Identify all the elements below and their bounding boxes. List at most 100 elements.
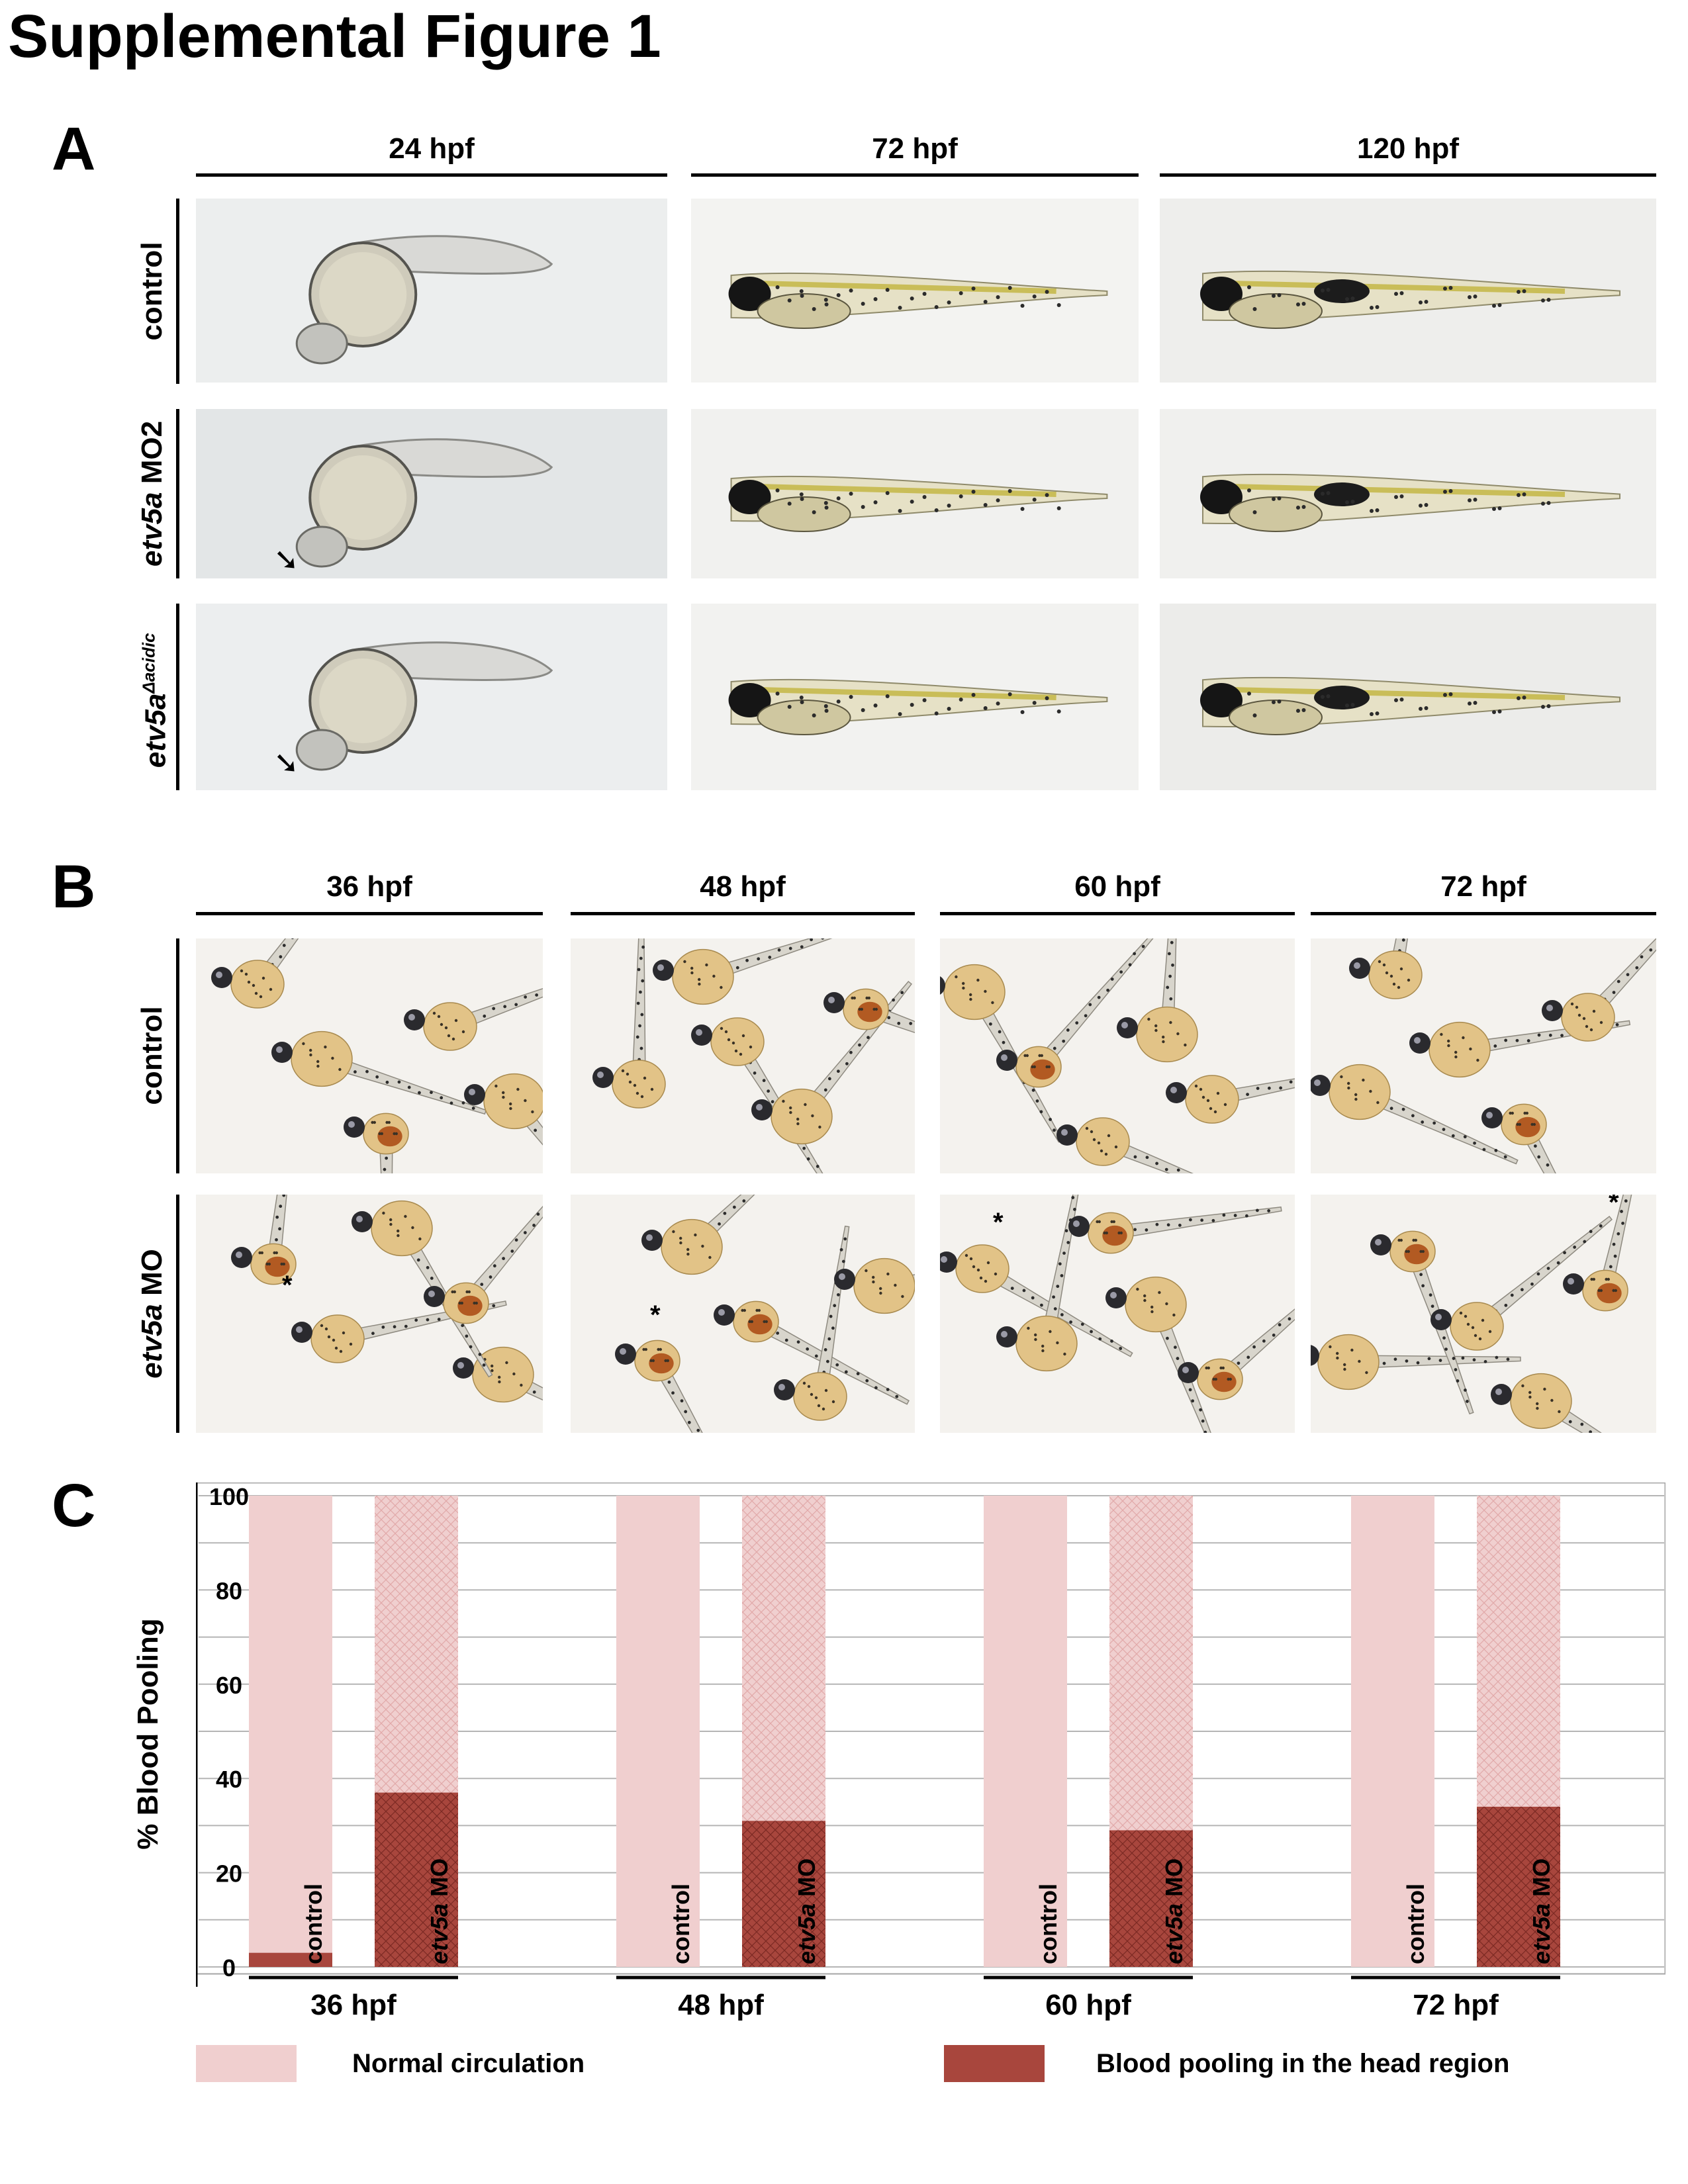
embryo-cluster-illustration: [211, 938, 543, 1173]
panel-a-photo-r3-c2: [691, 604, 1139, 790]
bar-normal-circulation: [375, 1496, 458, 1793]
y-tick-label: 0: [222, 1954, 236, 1981]
arrow-icon: ➘: [273, 745, 299, 780]
legend-swatch-pooling: [944, 2045, 1045, 2082]
panel-b-row-rule-2: [176, 1195, 179, 1433]
panel-b-photo-r1-c4: [1311, 938, 1656, 1173]
panel-a-row-rule-2: [176, 409, 179, 578]
panel-b-col-head-4: 72 hpf: [1440, 870, 1526, 903]
panel-a-col-head-3: 120 hpf: [1356, 132, 1460, 165]
bar-normal-circulation: [1351, 1496, 1434, 1967]
bar-label: control: [1402, 1884, 1429, 1964]
y-tick-label: 80: [216, 1577, 242, 1604]
panel-b-letter: B: [52, 853, 96, 921]
blood-pooling-asterisk: *: [993, 1208, 1004, 1237]
panel-b-photo-r1-c2: [571, 938, 915, 1173]
y-tick-label: 20: [216, 1860, 242, 1888]
panel-a-row-label-control: control: [136, 242, 168, 341]
y-tick-label: 60: [216, 1672, 242, 1699]
embryo-cluster-illustration: [1311, 938, 1656, 1173]
legend-swatch-normal: [196, 2045, 297, 2082]
embryo-cluster-illustration: *: [1311, 1195, 1656, 1433]
panel-a-row-rule-3: [176, 604, 179, 790]
embryo-illustration: [728, 272, 1108, 329]
bar-label: control: [300, 1884, 327, 1964]
bar-normal-circulation: [984, 1496, 1067, 1967]
embryo-cluster-illustration: [940, 938, 1295, 1173]
embryo-illustration: [728, 475, 1108, 532]
embryo-cluster-illustration: *: [231, 1195, 543, 1433]
panel-b-col-rule-1: [196, 912, 543, 915]
panel-a-photo-r3-c1: ➘: [196, 604, 667, 790]
y-tick-label: 40: [216, 1766, 242, 1793]
panel-b-col-rule-3: [940, 912, 1295, 915]
panel-b-photo-r1-c3: [940, 938, 1295, 1173]
panel-b-col-head-3: 60 hpf: [1074, 870, 1160, 903]
blood-pooling-asterisk: *: [282, 1271, 293, 1300]
panel-a-row-label-dacidic: etv5aΔacidic: [138, 633, 172, 768]
bar-label: etv5a MO: [426, 1858, 453, 1964]
panel-a-col-rule-1: [196, 173, 667, 177]
bar-normal-circulation: [249, 1496, 332, 1953]
panel-b-photo-r1-c1: [196, 938, 543, 1173]
bar-label: etv5a MO: [1160, 1858, 1188, 1964]
panel-a-col-head-1: 24 hpf: [389, 132, 475, 165]
chart-y-axis-label-box: % Blood Pooling: [122, 1602, 175, 1866]
panel-b-row-label-control: control: [136, 1006, 168, 1105]
panel-a-photo-r2-c2: [691, 409, 1139, 578]
panel-a-photo-r1-c1: [196, 199, 667, 383]
embryo-illustration: ➘: [273, 641, 553, 780]
x-group-label: 36 hpf: [310, 1989, 397, 2021]
x-group-label: 72 hpf: [1413, 1989, 1499, 2021]
panel-b-photo-r2-c1: *: [196, 1195, 543, 1433]
embryo-illustration: [1200, 270, 1620, 329]
legend-label-pooling: Blood pooling in the head region: [1096, 2049, 1510, 2078]
x-group-label: 48 hpf: [678, 1989, 764, 2021]
embryo-illustration: [1200, 676, 1620, 735]
panel-b-row-rule-1: [176, 938, 179, 1173]
figure-title: Supplemental Figure 1: [8, 3, 661, 70]
panel-a-col-rule-3: [1160, 173, 1656, 177]
x-group-label: 60 hpf: [1045, 1989, 1131, 2021]
panel-a-letter: A: [52, 115, 96, 183]
bar-normal-circulation: [742, 1496, 825, 1821]
embryo-cluster-illustration: *: [615, 1195, 915, 1433]
embryo-illustration: [295, 235, 553, 365]
bar-normal-circulation: [1477, 1496, 1560, 1807]
embryo-cluster-illustration: *: [940, 1195, 1295, 1433]
bar-label: etv5a MO: [1528, 1858, 1555, 1964]
bar-label: control: [1035, 1884, 1062, 1964]
panel-a-photo-r3-c3: [1160, 604, 1656, 790]
panel-a-photo-r2-c1: ➘: [196, 409, 667, 578]
bar-label: control: [667, 1884, 694, 1964]
embryo-illustration: [1200, 473, 1620, 532]
panel-b-photo-r2-c2: *: [571, 1195, 915, 1433]
blood-pooling-asterisk: *: [650, 1300, 661, 1330]
panel-a-photo-r2-c3: [1160, 409, 1656, 578]
chart-y-axis-label: % Blood Pooling: [132, 1618, 164, 1850]
blood-pooling-chart: 0 20 40 60 80 100 control etv5a MO control etv5a …: [194, 1482, 1666, 1987]
panel-b-col-rule-2: [571, 912, 915, 915]
bar-normal-circulation: [616, 1496, 700, 1967]
embryo-cluster-illustration: [592, 938, 915, 1173]
bar-blood-pooling: [1109, 1830, 1193, 1967]
bar-label: etv5a MO: [793, 1858, 820, 1964]
blood-pooling-asterisk: *: [1609, 1195, 1619, 1217]
panel-b-row-label-mo: etv5a MO: [136, 1249, 168, 1379]
bar-blood-pooling: [249, 1952, 332, 1967]
legend-label-normal: Normal circulation: [352, 2049, 585, 2078]
panel-b-col-rule-4: [1311, 912, 1656, 915]
arrow-icon: ➘: [273, 542, 299, 576]
panel-b-photo-r2-c4: *: [1311, 1195, 1656, 1433]
embryo-illustration: [728, 678, 1108, 735]
panel-a-col-head-2: 72 hpf: [872, 132, 958, 165]
panel-a-row-label-mo2: etv5a MO2: [136, 420, 168, 567]
panel-a-row-rule-1: [176, 199, 179, 384]
panel-a-photo-r1-c2: [691, 199, 1139, 383]
bar-blood-pooling: [742, 1821, 825, 1967]
bar-blood-pooling: [375, 1792, 458, 1967]
panel-b-col-head-1: 36 hpf: [326, 870, 412, 903]
bar-normal-circulation: [1109, 1496, 1193, 1831]
panel-b-photo-r2-c3: *: [940, 1195, 1295, 1433]
panel-a-col-rule-2: [691, 173, 1139, 177]
